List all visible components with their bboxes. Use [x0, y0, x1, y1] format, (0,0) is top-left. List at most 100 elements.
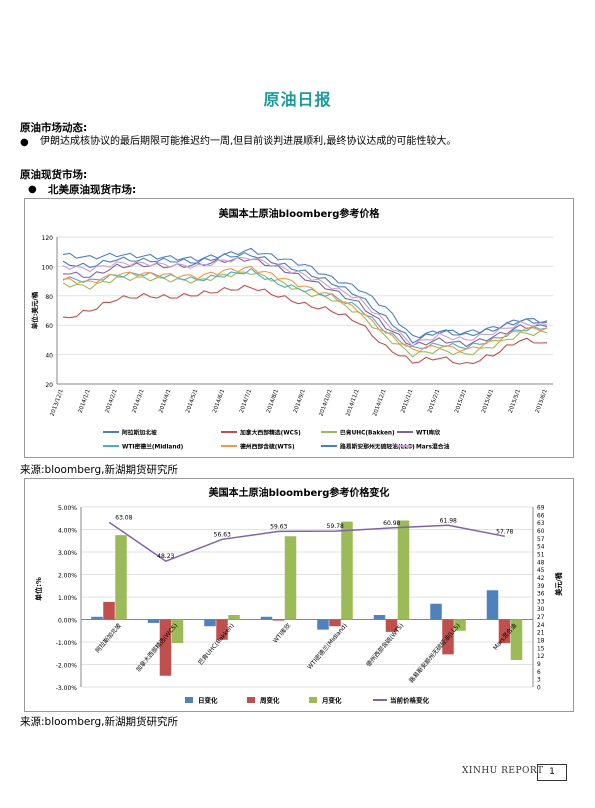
x-tick-label: 2014/7/1	[239, 389, 253, 414]
x-tick-label: 2014/9/1	[293, 389, 307, 414]
series-line	[62, 265, 548, 353]
x-tick-label: 2014/4/1	[158, 389, 172, 414]
y-tick-label: 40	[45, 353, 53, 360]
chart-title: 美国本土原油bloomberg参考价格	[219, 207, 381, 220]
y2-tick-label: 0	[537, 686, 541, 692]
bullet-icon: ●	[20, 137, 29, 148]
y-tick-label: -1.00%	[56, 640, 78, 647]
source-note: 来源:bloomberg,新湖期货研究所	[20, 716, 178, 728]
y2-tick-label: 48	[537, 560, 545, 566]
line-chart-container: 美国本土原油bloomberg参考价格 20 40 60 80 100 120 单位:美元/桶…	[24, 198, 574, 458]
x-tick-label: 2015/2/1	[427, 389, 441, 414]
bar	[385, 619, 398, 632]
y-axis-label: 单位:%	[34, 577, 43, 601]
y2-tick-label: 51	[537, 552, 545, 558]
y2-tick-label: 15	[537, 646, 545, 652]
chart-title: 美国本土原油bloomberg参考价格变化	[209, 486, 390, 499]
footer-report-label: XINHU REPORT	[462, 766, 544, 776]
y-tick-label: 60	[45, 323, 53, 330]
bar	[159, 619, 172, 676]
page-number: 1	[537, 764, 567, 781]
y2-tick-label: 33	[537, 599, 545, 605]
y-tick-label: 20	[45, 382, 53, 389]
y-tick-label: 120	[42, 235, 54, 242]
bar	[341, 521, 353, 620]
bar	[204, 619, 216, 627]
y2-tick-label: 18	[537, 639, 545, 645]
series-line	[62, 256, 548, 348]
legend-label: 德州西部含硫(WTS)	[240, 443, 295, 451]
bar	[115, 535, 127, 620]
legend-label: 日变化	[198, 696, 218, 705]
x-tick-label: 2014/1/1	[78, 389, 92, 414]
y2-axis-label: 美元/桶	[554, 572, 563, 596]
bar	[442, 619, 454, 655]
y2-tick-label: 24	[537, 623, 545, 629]
legend-label: 阿拉斯加北坡	[122, 429, 157, 437]
x-tick-label: 2013/12/1	[50, 389, 65, 418]
x-tick-label: 2015/3/1	[454, 389, 468, 414]
y-tick-label: 1.00%	[58, 595, 77, 602]
y2-tick-label: 69	[537, 506, 545, 512]
y2-tick-label: 36	[537, 592, 545, 598]
y2-tick-label: 63	[537, 521, 545, 527]
y2-tick-label: 39	[537, 584, 545, 590]
x-tick-label: 2014/11/1	[345, 389, 360, 418]
subheading-north-america: 北美原油现货市场:	[48, 184, 137, 196]
x-tick-label: WTI库欣	[271, 622, 292, 645]
y-tick-label: 4.00%	[58, 528, 77, 535]
x-tick-label: 2014/3/1	[131, 389, 145, 414]
y2-tick-label: 6	[537, 670, 541, 676]
x-tick-label: 2014/10/1	[318, 389, 333, 418]
legend-label: Mars混合油	[416, 443, 450, 451]
y2-tick-label: 60	[537, 529, 545, 535]
bar	[430, 603, 442, 620]
data-label: 48.23	[157, 553, 174, 560]
y-tick-label: 5.00%	[58, 505, 77, 512]
x-tick-label: 加拿大西部精选(WCS)	[134, 622, 179, 674]
series-line	[62, 247, 548, 339]
x-tick-label: 德州西部含硫(WTS)	[364, 622, 405, 669]
legend-label: 加拿大西部精选(WCS)	[239, 429, 301, 437]
series-line	[62, 256, 548, 348]
bar	[260, 616, 273, 620]
bar	[284, 536, 297, 620]
bar	[272, 619, 285, 621]
bar	[171, 619, 184, 644]
price-line	[108, 521, 505, 563]
y2-tick-label: 57	[537, 537, 545, 543]
y2-tick-label: 30	[537, 607, 545, 613]
x-tick-label: 2015/6/1	[535, 389, 549, 414]
legend-label: 周变化	[260, 696, 280, 705]
x-tick-label: 2014/2/1	[105, 389, 119, 414]
x-tick-label: 2014/6/1	[212, 389, 226, 414]
legend-label: WTI库欣	[416, 429, 440, 437]
y-tick-label: 2.00%	[58, 573, 77, 580]
y2-tick-label: 42	[537, 576, 545, 582]
bar	[486, 590, 499, 620]
bar	[228, 615, 240, 620]
y-tick-label: -2.00%	[56, 663, 78, 670]
bar	[454, 619, 466, 631]
x-tick-label: 巴肯UHC(Bakken)	[196, 622, 235, 667]
section-heading-spot: 原油现货市场:	[20, 169, 88, 181]
series-line	[62, 252, 547, 344]
data-label: 57.78	[496, 528, 513, 535]
data-label: 59.78	[327, 523, 344, 530]
legend-swatch	[247, 697, 255, 703]
bar	[329, 619, 341, 627]
y-axis-label: 单位:美元/桶	[30, 291, 39, 329]
y2-tick-label: 27	[537, 615, 545, 621]
bar	[91, 616, 103, 620]
data-label: 63.08	[115, 514, 132, 521]
x-tick-label: 2014/8/1	[266, 389, 280, 414]
bar	[317, 619, 329, 630]
data-label: 61.98	[440, 517, 457, 524]
bar-chart-container: 美国本土原油bloomberg参考价格变化 5.00% 4.00% 3.00% 2.00…	[24, 478, 574, 712]
y2-tick-label: 3	[537, 678, 541, 684]
y2-tick-label: 9	[537, 662, 541, 668]
source-note: 来源:bloomberg,新湖期货研究所	[20, 464, 178, 476]
y-tick-label: 3.00%	[58, 550, 77, 557]
bar	[216, 619, 228, 640]
data-label: 60.98	[383, 520, 400, 527]
